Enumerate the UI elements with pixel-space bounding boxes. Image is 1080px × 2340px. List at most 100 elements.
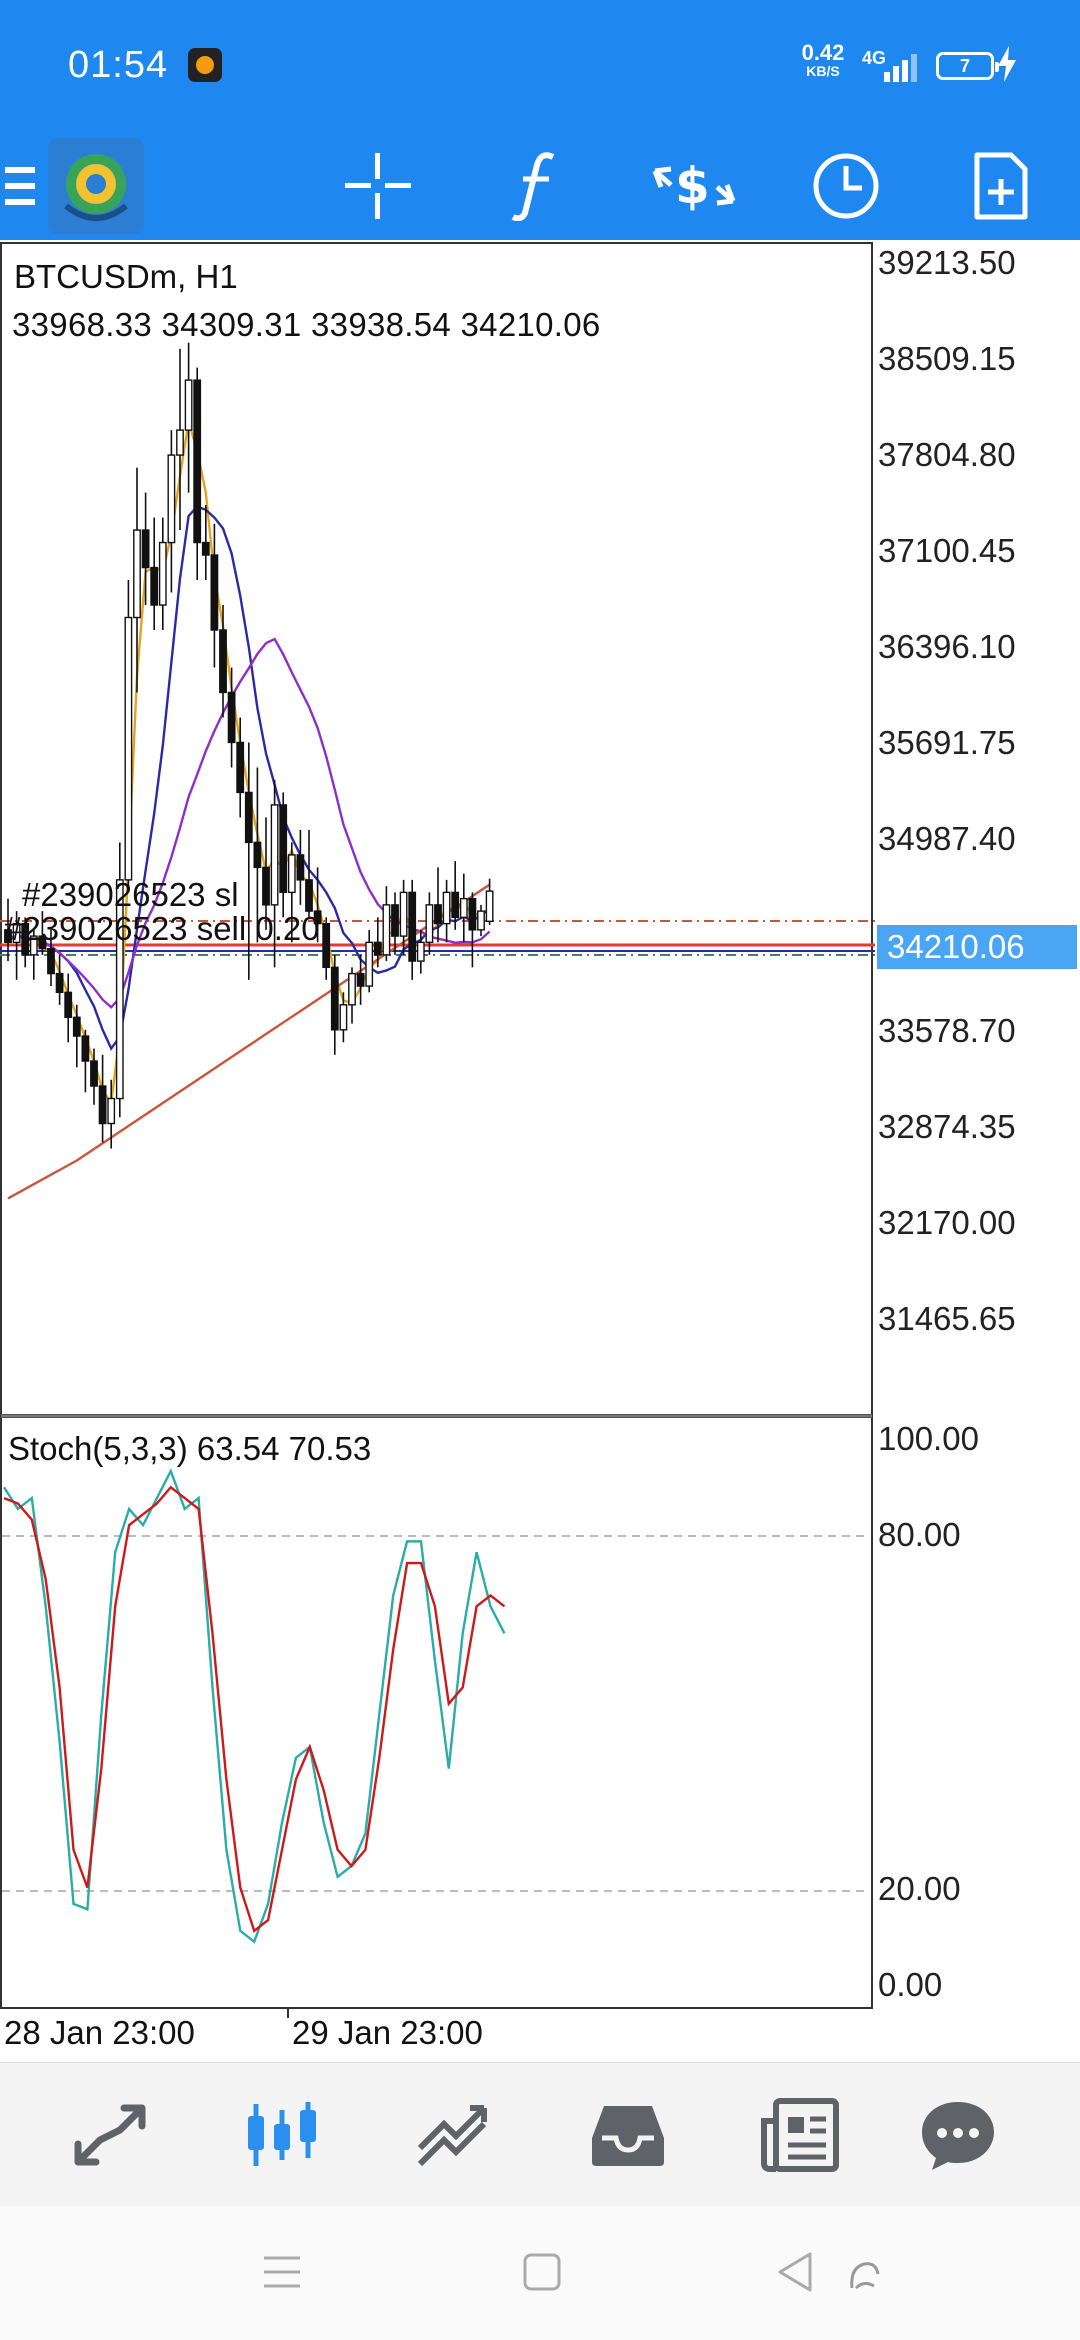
new-order-icon [974, 152, 1028, 220]
menu-icon [5, 167, 35, 205]
candle [193, 379, 202, 544]
candle [133, 529, 141, 619]
candle [167, 454, 176, 544]
price-axis-label: 35691.75 [878, 724, 1016, 761]
menu-button[interactable] [0, 132, 40, 240]
candle [416, 941, 425, 962]
candle [90, 1060, 98, 1087]
candle [442, 891, 451, 925]
svg-text:$: $ [675, 157, 710, 215]
candle [219, 629, 227, 694]
net-speed: 0.42 KB/S [798, 42, 848, 80]
objects-button[interactable]: $ [644, 132, 744, 240]
signal-icon [880, 54, 917, 82]
candle [348, 972, 356, 1006]
recent-apps-button[interactable] [258, 2252, 306, 2292]
stoch-level-label: 0.00 [878, 1966, 943, 2003]
status-time: 01:54 [68, 44, 169, 86]
sl-trade-label[interactable]: #239026523 sl [22, 876, 239, 913]
nav-messages[interactable] [888, 2063, 1028, 2207]
candle [227, 691, 236, 744]
candle [468, 897, 477, 931]
crosshair-button[interactable] [336, 132, 420, 240]
candle [382, 904, 391, 956]
candle [373, 941, 382, 956]
oscillator-frame [0, 1416, 873, 2009]
time-axis-label: 29 Jan 23:00 [292, 2014, 483, 2051]
price-axis-label: 37804.80 [878, 436, 1016, 473]
battery-icon: 7 [936, 52, 999, 80]
price-axis-label: 32170.00 [878, 1204, 1016, 1241]
candle [21, 922, 30, 956]
stoch-main-line [2, 1468, 506, 1944]
stoch-level-label: 100.00 [878, 1420, 979, 1457]
watermark-icon [850, 2262, 880, 2290]
back-button[interactable] [774, 2250, 818, 2294]
home-button[interactable] [520, 2250, 564, 2294]
chart-area[interactable]: BTCUSDm, H1 33968.33 34309.31 33938.54 3… [0, 240, 1080, 2060]
stoch-level-label: 80.00 [878, 1516, 961, 1553]
chat-icon [922, 2102, 994, 2170]
candle [150, 566, 159, 606]
nav-quotes[interactable] [40, 2063, 180, 2207]
candle [330, 966, 339, 1031]
crosshair-icon [345, 153, 411, 219]
price-axis-label: 31465.65 [878, 1300, 1016, 1337]
candle [425, 904, 434, 944]
candle [477, 910, 485, 931]
price-axis-label: 33578.70 [878, 1012, 1016, 1049]
new-order-button[interactable] [966, 132, 1036, 240]
price-axis-label: 37100.45 [878, 532, 1016, 569]
candle [107, 1097, 116, 1125]
price-axis-label: 32874.35 [878, 1108, 1016, 1145]
candle [434, 904, 442, 925]
stoch-title: Stoch(5,3,3) 63.54 70.53 [8, 1430, 372, 1467]
menu-lines-icon [264, 2256, 300, 2288]
candle [210, 554, 219, 631]
back-triangle-icon [778, 2252, 812, 2292]
candle [98, 1085, 107, 1125]
candle [64, 991, 73, 1019]
candle [115, 879, 124, 1100]
nav-trade[interactable] [384, 2063, 524, 2207]
candle [29, 935, 38, 956]
indicators-icon [511, 152, 555, 221]
candle [451, 891, 460, 919]
stoch-level-label: 20.00 [878, 1870, 961, 1907]
app-logo [48, 138, 144, 234]
news-icon [761, 2098, 839, 2172]
network-type: 4G [862, 48, 887, 68]
candle [236, 741, 245, 794]
charging-icon [998, 46, 1016, 82]
status-bar: 01:54 0.42 KB/S 4G 7 [0, 0, 1080, 132]
recording-icon [188, 48, 222, 82]
candle [124, 616, 133, 881]
candle [287, 854, 296, 894]
timeframe-button[interactable] [806, 132, 886, 240]
home-square-icon [523, 2253, 561, 2291]
candle [365, 941, 374, 987]
ohlc-values: 33968.33 34309.31 33938.54 34210.06 [12, 306, 601, 343]
bottom-navigation [0, 2062, 1080, 2207]
nav-history[interactable] [558, 2063, 698, 2207]
nav-chart[interactable] [212, 2063, 352, 2207]
app-logo-button[interactable] [48, 132, 144, 240]
top-toolbar: $ [0, 132, 1080, 240]
candle [270, 804, 279, 906]
candle [176, 429, 184, 456]
candle [305, 879, 313, 912]
current-price-label: 34210.06 [877, 925, 1077, 969]
candle [459, 897, 468, 919]
sell-trade-label[interactable]: #239026523 sell 0.20 [4, 910, 320, 947]
candle [72, 1016, 81, 1037]
price-chart[interactable] [0, 240, 1080, 2060]
inbox-icon [592, 2106, 664, 2166]
trade-icon [417, 2105, 487, 2167]
candle [279, 804, 288, 894]
candle [141, 529, 150, 569]
nav-news[interactable] [730, 2063, 870, 2207]
candle [184, 379, 193, 431]
price-axis-label: 38509.15 [878, 340, 1016, 377]
candle [38, 935, 47, 950]
indicators-button[interactable] [494, 132, 578, 240]
